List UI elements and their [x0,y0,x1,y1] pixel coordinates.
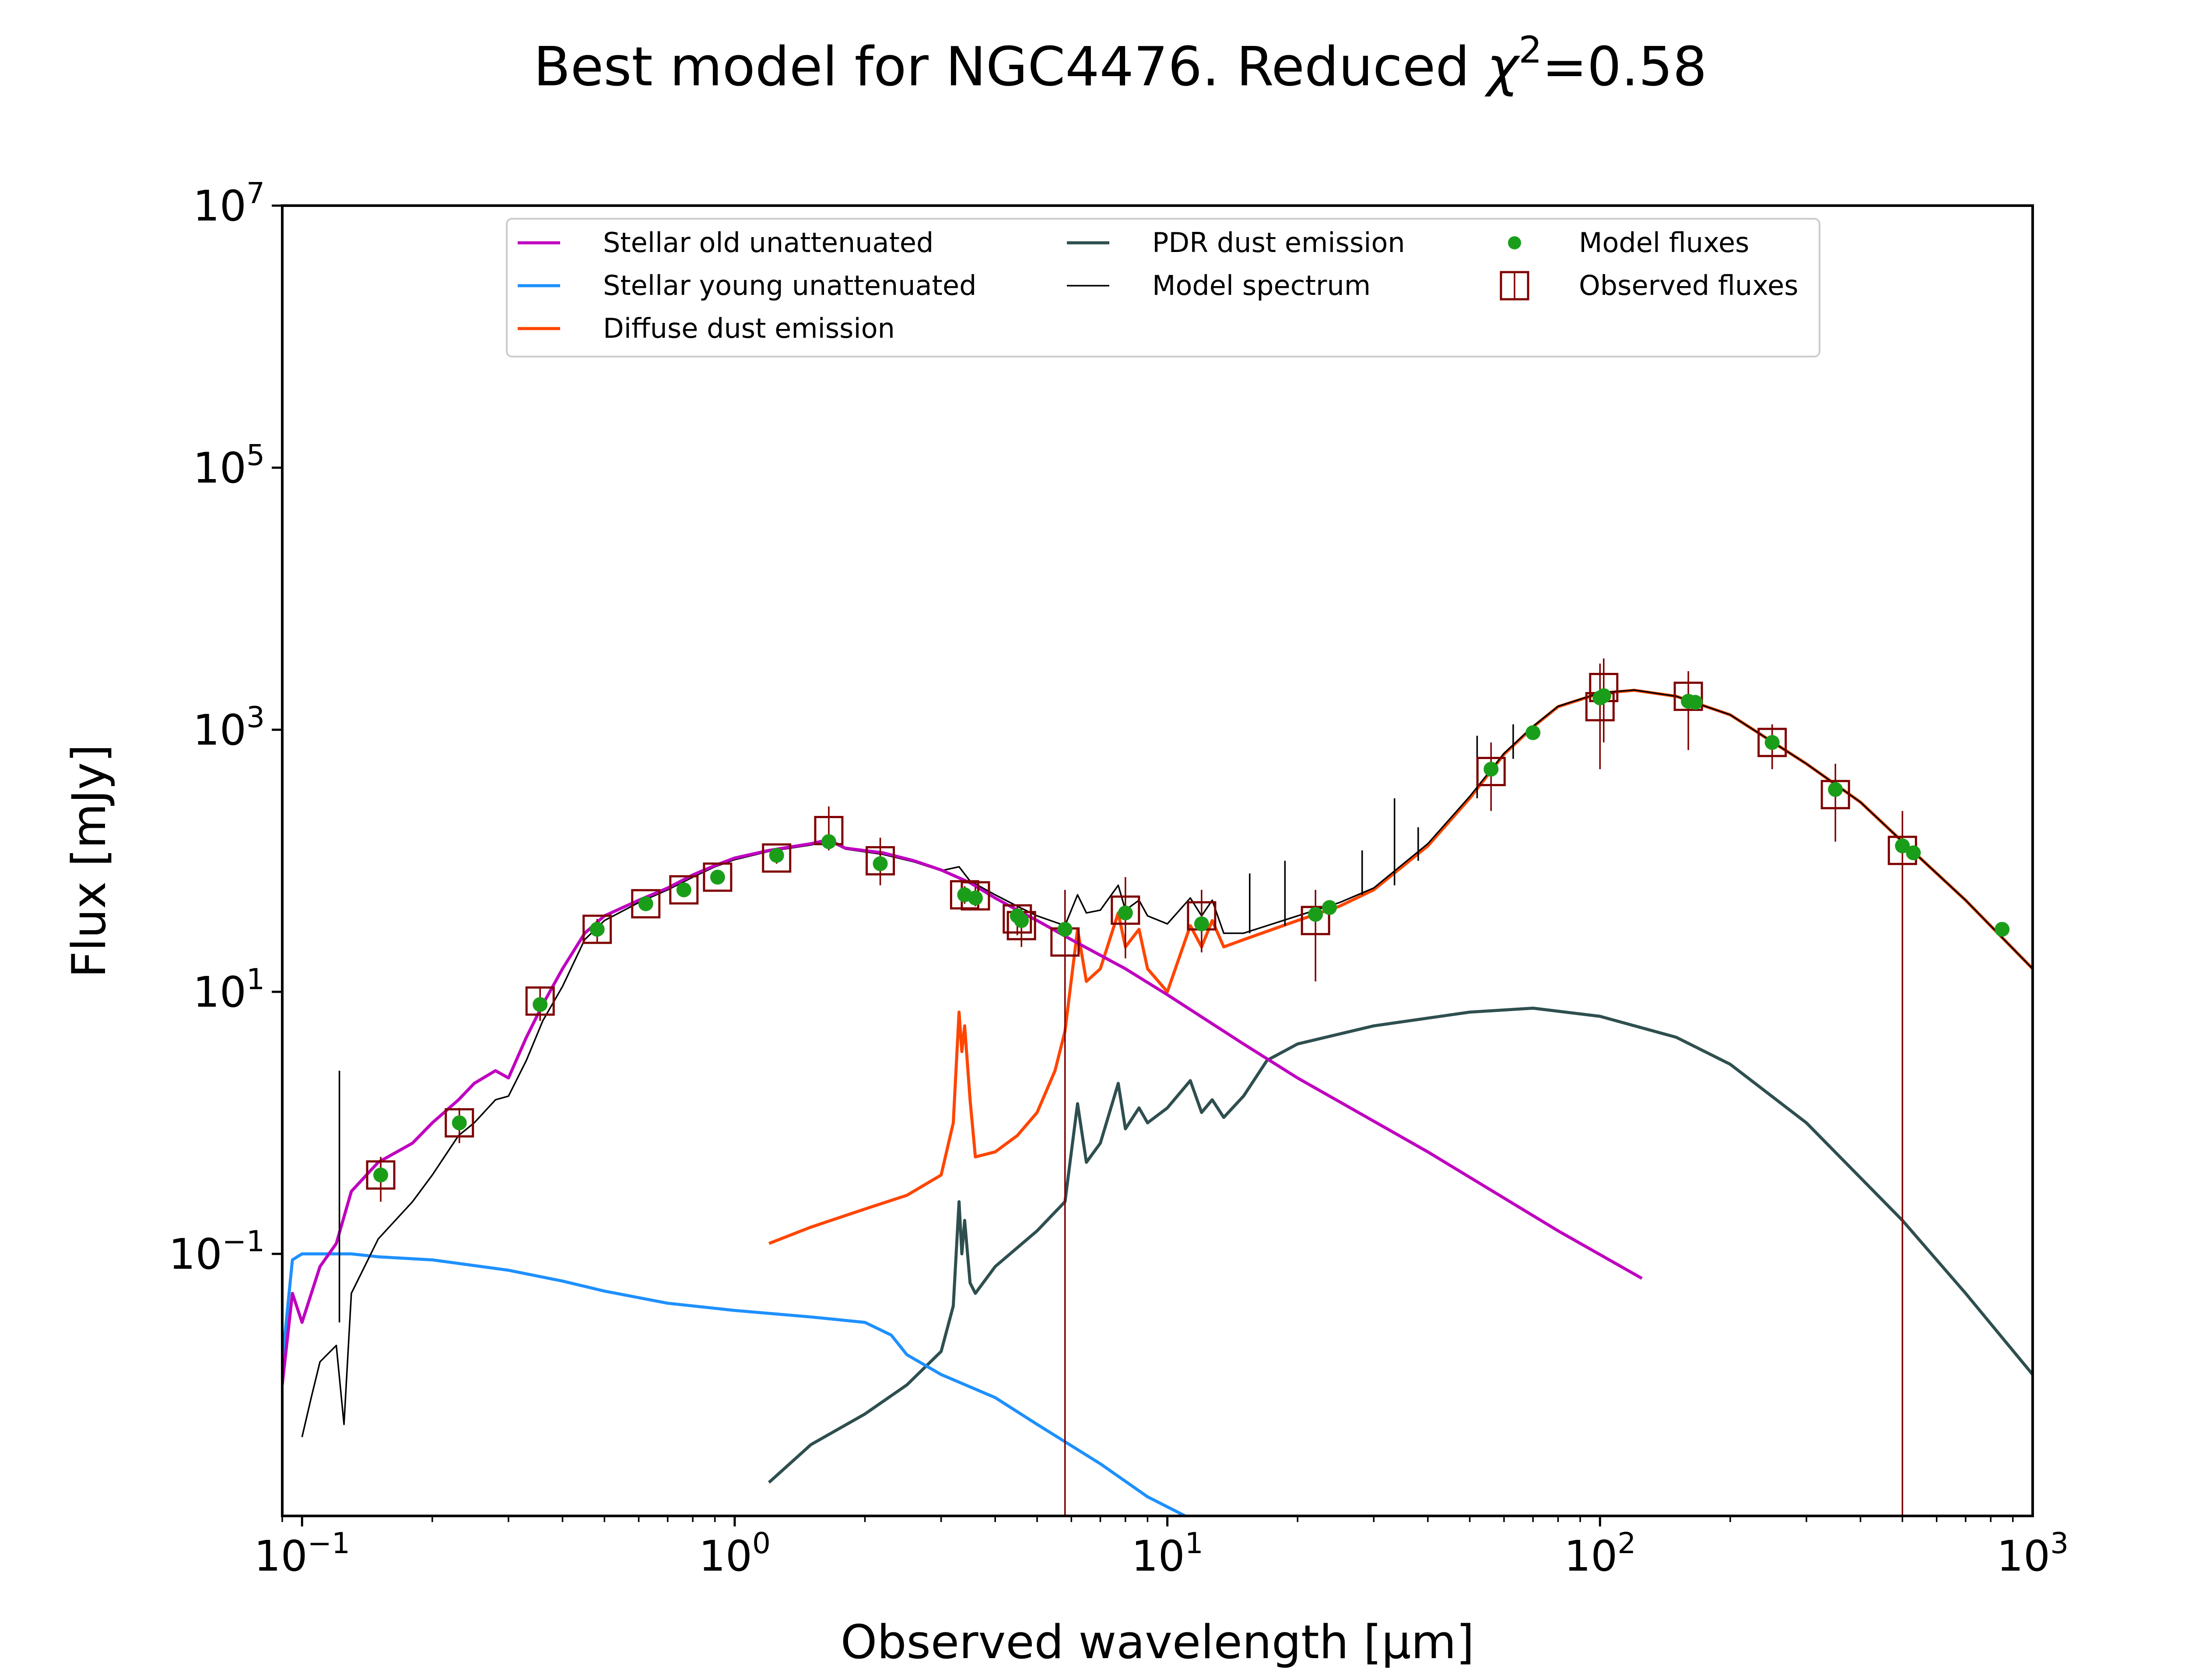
x-tick-label: 10−1 [254,1526,350,1581]
series-line-model-spectrum [301,689,2033,1438]
observed-flux-marker [866,846,895,875]
model-flux-point [769,848,784,863]
model-flux-point [710,869,725,885]
ticks-layer: 10−1 100 101 102 103 10−1 101 103 105 107 [169,176,2069,1581]
observed-flux-marker [445,1108,474,1138]
x-tick-label: 100 [699,1526,771,1581]
legend-model-fluxes-label: Model fluxes [1579,227,1749,259]
y-tick-label: 105 [193,438,265,493]
legend-stellar-old-label: Stellar old unattenuated [603,227,933,259]
legend-stellar-young-label: Stellar young unattenuated [603,270,976,301]
legend-model-spectrum-label: Model spectrum [1152,270,1371,301]
y-axis-label: Flux [mJy] [62,744,116,978]
model-flux-point [1596,688,1611,704]
observed-flux-marker [1673,682,1703,711]
legend-diffuse-dust-label: Diffuse dust emission [603,312,895,344]
x-tick-label: 101 [1132,1526,1203,1581]
x-axis-label: Observed wavelength [μm] [841,1615,1474,1669]
observed-flux-marker [1111,895,1140,925]
series-layer [282,689,2033,1516]
legend-box [506,218,1820,357]
model-flux-point [873,856,888,872]
model-flux-point [589,922,605,937]
legend: Stellar old unattenuated Stellar young un… [506,218,1820,357]
model-flux-point [1995,922,2010,937]
model-flux-point [1308,906,1323,922]
model-flux-point [1194,916,1209,931]
observed-flux-marker [366,1160,396,1190]
model-flux-point [638,896,653,911]
model-flux-point [1322,900,1337,915]
observed-flux-marker [1003,904,1032,934]
points-layer [366,658,2010,1516]
model-flux-point [1118,905,1133,920]
observed-flux-marker [525,986,555,1016]
legend-observed-fluxes-label: Observed fluxes [1579,270,1799,301]
observed-flux-marker [703,862,733,892]
model-flux-point [1895,838,1910,854]
model-flux-point [821,834,836,849]
model-flux-point [1764,735,1780,750]
observed-flux-marker [762,843,792,873]
chart-title-chi: χ [1484,36,1521,98]
model-flux-point [676,882,691,897]
model-flux-point [968,890,983,906]
model-flux-point [1014,913,1029,928]
chart-title-sup: 2 [1518,28,1542,71]
model-flux-point [1828,782,1843,797]
series-line-stellar-old [282,838,1643,1385]
y-tick-label: 103 [193,700,265,755]
y-tick-label: 101 [193,962,265,1017]
x-tick-label: 103 [1997,1526,2069,1581]
chart-title-main: Best model for NGC4476. Reduced [533,36,1487,98]
observed-flux-marker [631,889,661,919]
model-flux-point [1057,922,1073,937]
observed-flux-marker [1820,780,1850,809]
model-flux-point [1525,725,1541,740]
observed-flux-marker [1757,728,1787,757]
model-flux-point [1687,695,1703,710]
model-flux-point [452,1115,467,1130]
legend-model-fluxes-swatch [1508,236,1521,249]
model-flux-point [1906,845,1921,861]
y-tick-label: 10−1 [169,1225,265,1279]
x-tick-label: 102 [1564,1526,1636,1581]
legend-pdr-dust-label: PDR dust emission [1152,227,1405,259]
model-flux-point [373,1167,389,1183]
y-tick-label: 107 [193,176,265,231]
observed-flux-marker [582,914,612,944]
chart-title: Best model for NGC4476. Reduced χ2=0.58 [533,28,1707,98]
observed-flux-marker [669,875,699,905]
chart-title-tail: =0.58 [1542,36,1707,98]
series-line-pdr-dust [768,1006,2033,1484]
plot-frame [281,204,2034,1517]
series-line-stellar-young [282,1252,1186,1516]
model-flux-point [1483,762,1499,777]
model-flux-point [533,997,548,1012]
observed-flux-marker [1476,756,1506,786]
